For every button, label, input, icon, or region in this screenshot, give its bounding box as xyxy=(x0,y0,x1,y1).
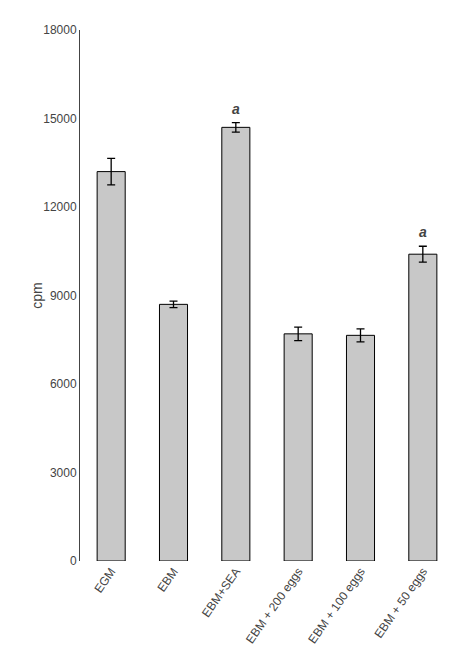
svg-text:EBM: EBM xyxy=(154,565,180,594)
svg-text:9000: 9000 xyxy=(50,289,77,303)
svg-text:3000: 3000 xyxy=(50,466,77,480)
svg-text:a: a xyxy=(232,101,240,117)
svg-text:EBM + 50 eggs: EBM + 50 eggs xyxy=(371,565,430,641)
svg-text:EBM + 200 eggs: EBM + 200 eggs xyxy=(243,565,306,646)
svg-text:15000: 15000 xyxy=(43,112,77,126)
svg-text:cpm: cpm xyxy=(29,282,45,308)
svg-text:6000: 6000 xyxy=(50,377,77,391)
svg-text:EBM+SEA: EBM+SEA xyxy=(199,565,243,620)
svg-text:0: 0 xyxy=(70,554,77,568)
svg-text:a: a xyxy=(419,224,427,240)
svg-text:18000: 18000 xyxy=(43,23,77,37)
svg-text:EGM: EGM xyxy=(91,565,118,595)
svg-text:EBM + 100 eggs: EBM + 100 eggs xyxy=(305,565,368,646)
svg-text:12000: 12000 xyxy=(43,200,77,214)
